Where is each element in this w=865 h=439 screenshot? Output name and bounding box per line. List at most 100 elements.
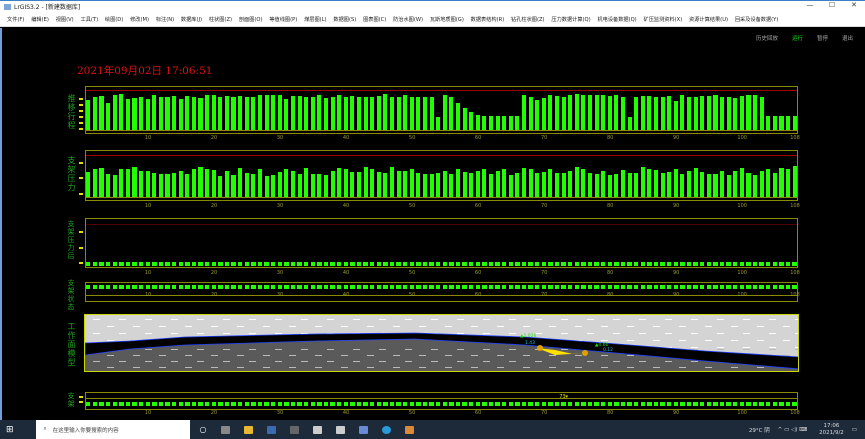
- support-marker[interactable]: [277, 402, 282, 407]
- support-marker[interactable]: [462, 402, 467, 407]
- support-marker[interactable]: [640, 262, 646, 267]
- support-marker[interactable]: [627, 285, 632, 290]
- support-marker[interactable]: [713, 402, 718, 407]
- support-marker[interactable]: [138, 262, 144, 267]
- support-marker[interactable]: [376, 262, 381, 267]
- support-marker[interactable]: [376, 285, 381, 290]
- support-marker[interactable]: [561, 402, 566, 407]
- support-marker[interactable]: [389, 262, 395, 267]
- menu-item-15[interactable]: 瓦斯地质图(G): [429, 16, 464, 23]
- support-marker[interactable]: [475, 285, 480, 290]
- support-marker[interactable]: [435, 285, 441, 290]
- support-marker[interactable]: [554, 262, 560, 267]
- menu-item-16[interactable]: 数据表结构(R): [470, 16, 505, 23]
- support-marker[interactable]: [660, 285, 665, 290]
- support-marker[interactable]: [396, 262, 401, 267]
- app-icon-6[interactable]: [381, 425, 391, 434]
- support-marker[interactable]: [574, 262, 580, 267]
- support-marker[interactable]: [112, 262, 117, 267]
- support-marker[interactable]: [561, 285, 566, 290]
- support-marker[interactable]: [640, 285, 646, 290]
- support-marker[interactable]: [264, 402, 269, 407]
- support-marker[interactable]: [383, 262, 388, 267]
- support-marker[interactable]: [766, 402, 771, 407]
- support-marker[interactable]: [779, 262, 784, 267]
- support-marker[interactable]: [330, 402, 335, 407]
- support-marker[interactable]: [389, 402, 395, 407]
- support-marker[interactable]: [772, 402, 778, 407]
- support-marker[interactable]: [165, 402, 170, 407]
- support-marker[interactable]: [119, 285, 124, 290]
- run-button[interactable]: 运行: [791, 36, 803, 42]
- support-marker[interactable]: [435, 402, 441, 407]
- support-marker[interactable]: [554, 402, 560, 407]
- support-marker[interactable]: [502, 262, 507, 267]
- support-marker[interactable]: [422, 285, 428, 290]
- app-icon-4[interactable]: [335, 425, 345, 434]
- support-marker[interactable]: [733, 262, 738, 267]
- support-marker[interactable]: [601, 262, 606, 267]
- support-marker[interactable]: [785, 262, 791, 267]
- support-marker[interactable]: [759, 402, 764, 407]
- app-icon-3[interactable]: [312, 425, 322, 434]
- support-marker[interactable]: [653, 402, 659, 407]
- support-marker[interactable]: [759, 262, 764, 267]
- support-marker[interactable]: [785, 402, 791, 407]
- support-marker[interactable]: [145, 402, 150, 407]
- support-marker[interactable]: [211, 402, 216, 407]
- support-marker[interactable]: [653, 285, 659, 290]
- support-marker[interactable]: [383, 402, 388, 407]
- support-marker[interactable]: [495, 402, 500, 407]
- support-marker[interactable]: [535, 285, 540, 290]
- support-marker[interactable]: [191, 262, 197, 267]
- support-marker[interactable]: [587, 285, 593, 290]
- support-marker[interactable]: [105, 262, 111, 267]
- support-marker[interactable]: [402, 262, 408, 267]
- support-marker[interactable]: [119, 262, 124, 267]
- support-marker[interactable]: [508, 402, 513, 407]
- support-marker[interactable]: [535, 262, 540, 267]
- support-marker[interactable]: [152, 402, 157, 407]
- support-marker[interactable]: [541, 402, 547, 407]
- taskbar-search-input[interactable]: ⌕ 在这里输入你要搜索的内容: [35, 420, 190, 439]
- support-marker[interactable]: [92, 262, 98, 267]
- support-marker[interactable]: [231, 285, 236, 290]
- menu-item-8[interactable]: 柱状图(Z): [208, 16, 233, 23]
- menu-item-0[interactable]: 文件(F): [7, 16, 25, 23]
- support-marker[interactable]: [766, 285, 771, 290]
- tray-icons[interactable]: ^ ▭ ◁) ⌨: [777, 426, 808, 433]
- support-marker[interactable]: [416, 402, 421, 407]
- support-marker[interactable]: [132, 262, 137, 267]
- support-marker[interactable]: [231, 402, 236, 407]
- support-marker[interactable]: [237, 402, 243, 407]
- support-marker[interactable]: [495, 262, 500, 267]
- history-playback-button[interactable]: 历史回放: [755, 36, 778, 42]
- support-marker[interactable]: [86, 262, 91, 267]
- support-marker[interactable]: [409, 285, 414, 290]
- support-marker[interactable]: [462, 285, 467, 290]
- support-marker[interactable]: [343, 262, 348, 267]
- support-marker[interactable]: [528, 402, 533, 407]
- support-marker[interactable]: [647, 262, 652, 267]
- support-marker[interactable]: [779, 285, 784, 290]
- support-marker[interactable]: [746, 402, 751, 407]
- support-marker[interactable]: [759, 285, 764, 290]
- support-marker[interactable]: [376, 402, 381, 407]
- support-marker[interactable]: [667, 285, 672, 290]
- support-marker[interactable]: [178, 402, 183, 407]
- support-marker[interactable]: [772, 285, 778, 290]
- support-marker[interactable]: [475, 262, 480, 267]
- support-marker[interactable]: [614, 402, 619, 407]
- support-marker[interactable]: [488, 262, 494, 267]
- support-marker[interactable]: [515, 402, 520, 407]
- support-marker[interactable]: [594, 262, 599, 267]
- support-marker[interactable]: [634, 402, 639, 407]
- support-marker[interactable]: [270, 402, 276, 407]
- support-marker[interactable]: [548, 262, 553, 267]
- support-marker[interactable]: [726, 262, 731, 267]
- support-marker[interactable]: [343, 285, 348, 290]
- minimize-button[interactable]: —: [806, 1, 814, 9]
- support-marker[interactable]: [495, 285, 500, 290]
- support-marker[interactable]: [218, 402, 223, 407]
- support-marker[interactable]: [772, 262, 778, 267]
